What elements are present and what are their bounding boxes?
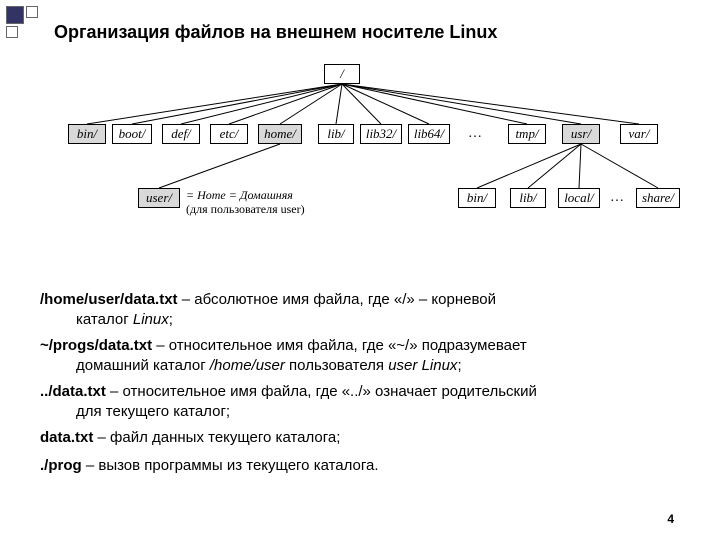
ellipsis-usr: … (610, 190, 624, 206)
node-level1: lib/ (318, 124, 354, 144)
node-root: / (324, 64, 360, 84)
decor-box (6, 6, 24, 24)
decor-box (26, 6, 38, 18)
tree-edges (0, 58, 720, 258)
filesystem-tree: / bin/boot/def/etc/home/lib/lib32/lib64/t… (0, 58, 720, 258)
home-annotation: = Home = Домашняя(для пользователя user) (186, 188, 305, 216)
node-usr-child: bin/ (458, 188, 496, 208)
page-number: 4 (667, 512, 674, 526)
node-user: user/ (138, 188, 180, 208)
ellipsis-level1: … (468, 126, 482, 142)
node-level1: lib64/ (408, 124, 450, 144)
node-level1: usr/ (562, 124, 600, 144)
node-level1: boot/ (112, 124, 152, 144)
paragraph: data.txt – файл данных текущего каталога… (40, 428, 680, 448)
paragraph: ./prog – вызов программы из текущего кат… (40, 456, 680, 476)
node-usr-child: share/ (636, 188, 680, 208)
page-title: Организация файлов на внешнем носителе L… (54, 22, 497, 43)
node-level1: tmp/ (508, 124, 546, 144)
node-level1: home/ (258, 124, 302, 144)
paragraph: ~/progs/data.txt – относительное имя фай… (40, 336, 680, 375)
paragraph: /home/user/data.txt – абсолютное имя фай… (40, 290, 680, 329)
node-level1: bin/ (68, 124, 106, 144)
node-level1: var/ (620, 124, 658, 144)
node-level1: lib32/ (360, 124, 402, 144)
node-level1: def/ (162, 124, 200, 144)
paragraph: ../data.txt – относительное имя файла, г… (40, 382, 680, 421)
node-usr-child: lib/ (510, 188, 546, 208)
node-level1: etc/ (210, 124, 248, 144)
node-usr-child: local/ (558, 188, 600, 208)
decor-box (6, 26, 18, 38)
